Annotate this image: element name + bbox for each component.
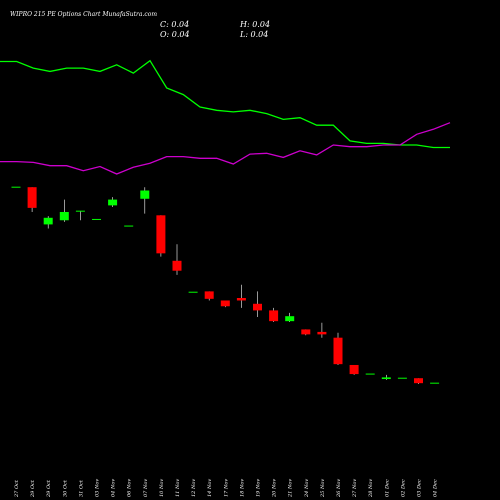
lower-line: [0, 122, 451, 175]
x-tick-label: 11 Nov: [175, 479, 181, 497]
candle-body: [59, 212, 69, 221]
candle: [349, 364, 359, 375]
x-tick-label: 29 Oct: [30, 479, 36, 498]
low-value: L: 0.04: [239, 30, 268, 39]
candle: [172, 244, 182, 275]
candle-body: [108, 199, 118, 206]
x-tick-label: 19 Nov: [256, 479, 262, 497]
close-value: C: 0.04: [160, 20, 189, 29]
candle-body: [43, 217, 53, 225]
candle: [59, 199, 69, 222]
candle-body: [414, 378, 423, 384]
candle: [285, 312, 295, 322]
candle: [43, 216, 53, 229]
x-tick-label: 24 Nov: [304, 479, 310, 498]
x-tick-label: 03 Dec: [417, 479, 423, 497]
candle: [204, 291, 214, 301]
x-tick-label: 20 Nov: [272, 479, 278, 498]
candle: [414, 378, 423, 384]
candle: [381, 374, 391, 380]
candle: [253, 291, 262, 318]
candle-body: [333, 337, 343, 365]
candle-body: [285, 316, 295, 322]
candle-body: [269, 310, 279, 322]
candle-body: [140, 190, 150, 199]
x-tick-label: 31 Oct: [78, 479, 84, 497]
candle: [220, 300, 230, 308]
candle: [236, 284, 246, 308]
x-tick-label: 29 Oct: [46, 479, 52, 498]
candle-body: [317, 331, 327, 335]
candle-body: [27, 187, 37, 208]
x-tick-label: 07 Nov: [143, 479, 149, 497]
candle-body: [253, 303, 262, 311]
x-tick-label: 26 Nov: [336, 479, 342, 498]
candle-body: [301, 329, 311, 335]
x-axis-ticks: 27 Oct 29 Oct 29 Oct 30 Oct 31 Oct 03 Nov 04 N…: [14, 479, 439, 498]
x-tick-label: 12 Nov: [191, 479, 197, 497]
candle: [108, 197, 118, 208]
x-tick-label: 30 Oct: [62, 479, 68, 497]
x-tick-label: 02 Dec: [400, 479, 406, 497]
candle: [27, 187, 37, 212]
open-value: O: 0.04: [160, 30, 190, 39]
x-tick-label: 10 Nov: [159, 479, 165, 497]
candle: [156, 215, 166, 257]
candle-body: [156, 215, 166, 254]
x-tick-label: 27 Oct: [14, 479, 20, 498]
candle-body: [220, 300, 230, 307]
candle: [269, 307, 279, 322]
indicator-lines: [0, 59, 451, 175]
x-tick-label: 03 Nov: [95, 479, 101, 497]
x-tick-label: 17 Nov: [223, 479, 229, 497]
candle: [333, 332, 343, 365]
candle-body: [236, 298, 246, 301]
candle: [317, 322, 327, 338]
x-tick-label: 25 Nov: [320, 479, 326, 498]
x-tick-label: 06 Nov: [127, 479, 133, 497]
x-tick-label: 28 Nov: [368, 479, 374, 498]
x-tick-label: 04 Dec: [433, 479, 439, 497]
candle-body: [204, 291, 214, 299]
candle: [75, 210, 85, 221]
chart-title: WIPRO 215 PE Options Chart MunafaSutra.c…: [10, 11, 157, 18]
x-tick-label: 21 Nov: [288, 479, 294, 498]
candle: [140, 187, 150, 214]
candle: [301, 329, 311, 336]
candle-body: [381, 377, 391, 380]
x-tick-label: 01 Dec: [384, 479, 390, 497]
candle-body: [349, 364, 359, 375]
x-tick-label: 14 Nov: [207, 479, 213, 497]
candle-body: [172, 260, 182, 271]
candles: [11, 186, 440, 384]
x-tick-label: 27 Nov: [352, 479, 358, 498]
x-tick-label: 18 Nov: [239, 479, 245, 497]
x-tick-label: 04 Nov: [111, 479, 117, 497]
high-value: H: 0.04: [239, 20, 270, 29]
upper-line: [0, 59, 450, 149]
